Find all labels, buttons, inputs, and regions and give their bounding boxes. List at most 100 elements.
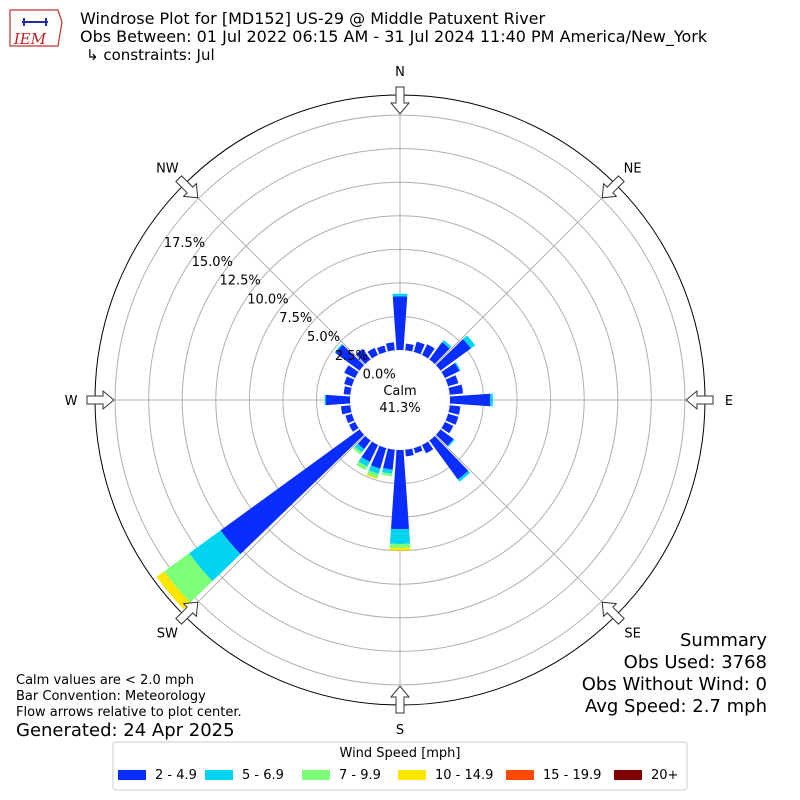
chart-title: Windrose Plot for [MD152] US-29 @ Middle… [80,9,546,28]
summary-line: Obs Used: 3768 [624,652,767,673]
wind-bar-segment [389,528,411,544]
wind-bar-segment [345,413,355,424]
wind-bar-segment [445,375,459,387]
flow-arrow [175,175,199,199]
wind-bar-segment [343,386,352,395]
summary-title: Summary [680,630,767,651]
wind-bar-segment [353,446,362,455]
wind-bar-segment [447,438,455,447]
wind-bar-segment [335,344,365,371]
wind-bar-segment [442,340,452,349]
wind-bar-segment [381,471,393,477]
wind-bar-segment [449,393,491,407]
flow-arrow [601,601,625,625]
logo-text: IEM [13,30,47,48]
wind-bar-segment [413,341,425,355]
logo-mark [22,18,48,26]
wind-bar-segment [435,429,454,446]
wind-bar-segment [366,473,378,480]
logo: IEM [9,9,63,48]
direction-label: S [396,723,404,738]
direction-label: E [725,394,733,409]
calm-area [350,350,450,450]
generated: Generated: 24 Apr 2025 [16,720,235,741]
wind-bar-segment [367,347,379,359]
direction-label: W [65,394,78,409]
legend-swatch [506,770,534,780]
wind-bar-segment [389,543,411,548]
wind-bar-segment [435,339,471,371]
flow-arrow [389,685,411,714]
direction-label: NE [624,161,642,176]
grid-spoke [183,183,401,401]
direction-label: SW [157,627,178,642]
wind-bar-segment [441,421,454,434]
wind-bar-segment [361,441,379,462]
wind-bar-segment [356,461,368,471]
r-tick-label: 5.0% [307,330,340,345]
polar-plot: Calm 41.3% 0.0% 2.5% 5.0% 7.5% 10.0% 12.5% 15.0%… [65,65,734,738]
wind-bar-segment [383,448,395,470]
wind-bar-segment [392,296,408,351]
wind-bar-segment [370,445,387,469]
wind-bar-segment [325,394,351,406]
note: Bar Convention: Meteorology [16,689,206,704]
flow-arrow [685,389,714,411]
r-tick-label: 7.5% [279,311,312,326]
wind-bar-segment [367,470,379,478]
r-tick-label: 10.0% [247,292,288,307]
wind-bar-segment [389,547,411,551]
r-tick-label: 17.5% [164,236,205,251]
flow-arrow [601,175,625,199]
note: Flow arrows relative to plot center. [16,705,242,720]
summary-line: Obs Without Wind: 0 [582,674,767,695]
legend-label: 10 - 14.9 [435,768,493,783]
legend-swatch [302,770,330,780]
flow-arrow [175,601,199,625]
legend-label: 2 - 4.9 [155,768,197,783]
wind-bar-segment [324,394,327,406]
wind-bar-segment [390,449,410,530]
wind-bar-segment [340,405,352,415]
wind-bar-segment [368,465,381,474]
legend-label: 20+ [651,768,678,783]
direction-label: NW [156,161,179,176]
wind-bar-segment [376,345,387,355]
wind-bar-segment [421,441,434,454]
wind-bar-segment [392,293,408,297]
r-tick-label: 12.5% [219,274,260,289]
wind-bar-segment [156,571,191,610]
legend-swatch [614,770,642,780]
flow-arrow [86,389,115,411]
wind-bar-segment [490,393,493,407]
wind-bar-segment [385,342,395,352]
legend-label: 15 - 19.9 [543,768,601,783]
wind-bar-segment [448,405,461,415]
calm-label: Calm [383,384,416,399]
wind-bar-segment [334,343,343,354]
grid-spoke [183,399,401,617]
wind-bar-segment [357,435,371,450]
wind-bar-segment [220,429,365,555]
r-tick-label: 15.0% [192,255,233,270]
legend-swatch [118,770,146,780]
wind-bar-segment [355,443,365,453]
note: Calm values are < 2.0 mph [16,673,194,688]
legend-swatch [205,770,233,780]
wind-bar-segment [405,448,414,457]
legend: Wind Speed [mph] 2 - 4.9 5 - 6.9 7 - 9.9 10… [112,741,688,791]
wind-bar-segment [429,435,469,480]
r-tick-label: 0.0% [363,368,396,383]
calm-value: 41.3% [379,401,420,416]
wind-bar-segment [358,457,370,467]
legend-label: 7 - 9.9 [339,768,381,783]
wind-bar-segment [382,468,393,474]
summary-line: Avg Speed: 2.7 mph [585,696,767,717]
wind-bar-segment [445,413,459,425]
constraints: ↳ constraints: Jul [86,46,215,64]
wind-bar-segment [164,553,213,603]
direction-label: SE [624,627,640,642]
grid-spoke [399,399,617,617]
wind-bar-segment [421,344,435,359]
